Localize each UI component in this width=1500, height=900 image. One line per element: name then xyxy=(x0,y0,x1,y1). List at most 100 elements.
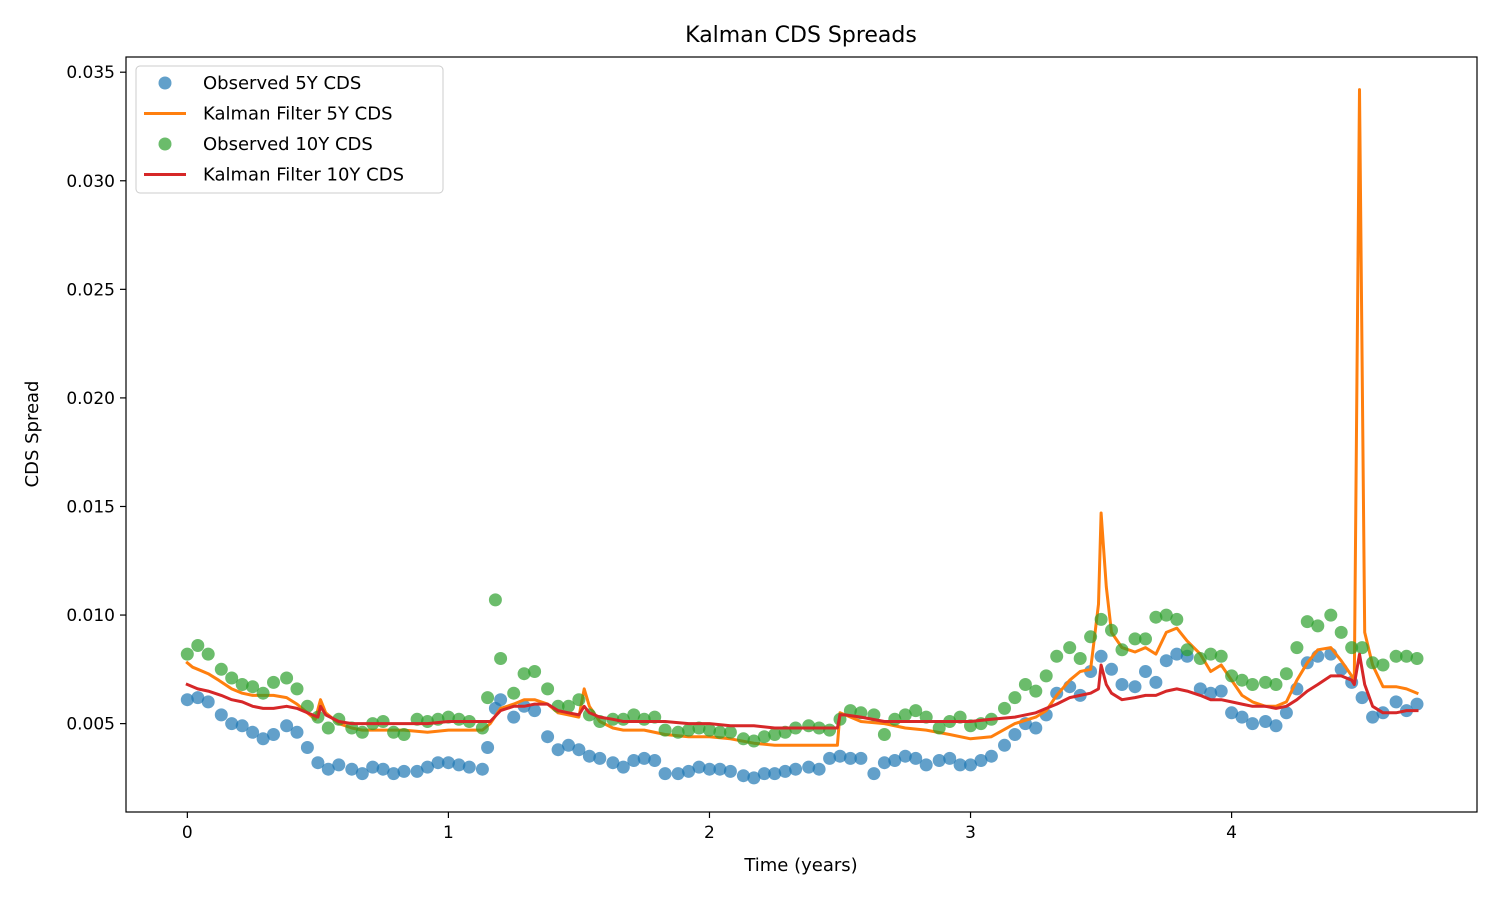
data-point-observed-5y-cds xyxy=(964,758,977,772)
data-point-observed-5y-cds xyxy=(833,749,847,763)
data-point-observed-5y-cds xyxy=(235,719,249,733)
data-point-observed-10y-cds xyxy=(1225,669,1239,683)
data-point-observed-5y-cds xyxy=(366,760,380,774)
data-point-observed-5y-cds xyxy=(541,730,555,744)
data-point-observed-5y-cds xyxy=(321,762,335,776)
data-point-observed-5y-cds xyxy=(214,708,228,722)
data-point-observed-10y-cds xyxy=(747,734,761,748)
x-tick-label: 4 xyxy=(1226,823,1237,843)
data-point-observed-5y-cds xyxy=(888,754,902,767)
data-point-observed-5y-cds xyxy=(812,762,826,776)
data-point-observed-10y-cds xyxy=(1170,612,1184,626)
data-point-observed-5y-cds xyxy=(1094,649,1108,663)
data-point-observed-5y-cds xyxy=(1084,665,1098,678)
data-point-observed-5y-cds xyxy=(713,762,727,776)
data-point-observed-5y-cds xyxy=(225,717,239,731)
data-point-observed-10y-cds xyxy=(713,725,727,739)
data-point-observed-5y-cds xyxy=(528,704,542,718)
data-point-observed-10y-cds xyxy=(225,671,239,685)
data-point-observed-10y-cds xyxy=(397,728,411,741)
data-point-observed-10y-cds xyxy=(1204,647,1218,661)
data-point-observed-10y-cds xyxy=(1345,641,1359,655)
data-point-observed-10y-cds xyxy=(671,725,685,739)
data-point-observed-10y-cds xyxy=(1115,643,1129,657)
data-point-observed-5y-cds xyxy=(802,760,816,774)
data-point-observed-10y-cds xyxy=(572,693,586,707)
data-point-observed-5y-cds xyxy=(703,762,716,776)
data-point-observed-5y-cds xyxy=(736,769,750,783)
data-point-observed-5y-cds xyxy=(1170,647,1184,661)
y-tick-label: 0.015 xyxy=(66,497,115,517)
data-point-observed-5y-cds xyxy=(593,751,607,765)
data-point-observed-10y-cds xyxy=(1269,678,1283,691)
data-point-observed-10y-cds xyxy=(1084,630,1098,644)
data-point-observed-5y-cds xyxy=(1159,654,1173,668)
data-point-observed-5y-cds xyxy=(507,710,521,724)
data-point-observed-5y-cds xyxy=(1225,706,1239,720)
data-point-observed-10y-cds xyxy=(528,665,542,678)
data-point-observed-5y-cds xyxy=(1149,675,1163,689)
data-point-observed-5y-cds xyxy=(984,749,998,763)
data-point-observed-10y-cds xyxy=(1389,649,1403,663)
data-point-observed-10y-cds xyxy=(1193,652,1207,665)
data-point-observed-5y-cds xyxy=(267,728,280,741)
data-point-observed-10y-cds xyxy=(256,686,270,700)
data-point-observed-10y-cds xyxy=(1180,643,1194,657)
data-point-observed-10y-cds xyxy=(562,699,575,713)
data-point-observed-10y-cds xyxy=(488,593,502,607)
data-point-observed-10y-cds xyxy=(768,728,782,741)
data-point-observed-5y-cds xyxy=(311,756,325,770)
y-tick-label: 0.020 xyxy=(66,389,115,409)
data-point-observed-10y-cds xyxy=(355,725,369,739)
data-point-observed-10y-cds xyxy=(877,728,891,741)
data-point-observed-10y-cds xyxy=(1039,669,1053,683)
data-point-observed-5y-cds xyxy=(919,758,933,772)
data-point-observed-10y-cds xyxy=(1050,649,1064,663)
data-point-observed-5y-cds xyxy=(877,756,891,770)
data-point-observed-5y-cds xyxy=(345,762,359,776)
data-point-observed-5y-cds xyxy=(843,751,857,765)
y-tick-label: 0.025 xyxy=(66,280,115,300)
data-point-observed-10y-cds xyxy=(235,678,249,691)
data-point-observed-5y-cds xyxy=(998,738,1011,752)
data-point-observed-10y-cds xyxy=(507,686,521,700)
data-point-observed-10y-cds xyxy=(1105,623,1118,637)
data-point-observed-10y-cds xyxy=(1300,615,1314,629)
data-point-observed-5y-cds xyxy=(1410,697,1424,711)
data-point-observed-5y-cds xyxy=(475,762,489,776)
legend-label: Kalman Filter 5Y CDS xyxy=(203,104,393,125)
data-point-observed-10y-cds xyxy=(723,725,737,739)
legend-label: Observed 10Y CDS xyxy=(203,134,373,155)
data-point-observed-5y-cds xyxy=(410,764,424,778)
data-point-observed-10y-cds xyxy=(475,721,489,735)
axis-ticks: 0 1 2 3 4 0.005 0.010 0.015 0.020 0.025 0.030 0.035 xyxy=(66,63,1237,843)
y-axis-label: CDS Spread xyxy=(22,381,43,488)
data-point-observed-5y-cds xyxy=(1389,695,1403,709)
data-point-observed-10y-cds xyxy=(517,667,531,681)
y-tick-label: 0.030 xyxy=(66,172,115,192)
data-point-observed-5y-cds xyxy=(637,751,651,765)
data-point-observed-5y-cds xyxy=(932,754,946,767)
x-tick-label: 2 xyxy=(704,823,715,843)
data-point-observed-10y-cds xyxy=(627,708,641,722)
data-point-observed-5y-cds xyxy=(867,767,881,781)
data-point-observed-10y-cds xyxy=(494,652,508,665)
data-point-observed-5y-cds xyxy=(682,764,696,778)
data-point-observed-5y-cds xyxy=(494,693,508,707)
data-point-observed-5y-cds xyxy=(191,691,205,705)
data-point-observed-10y-cds xyxy=(1259,675,1272,689)
data-point-observed-5y-cds xyxy=(854,751,868,765)
data-point-observed-5y-cds xyxy=(692,760,706,774)
data-point-observed-5y-cds xyxy=(789,762,803,776)
data-point-observed-5y-cds xyxy=(953,758,967,772)
data-point-observed-5y-cds xyxy=(1269,719,1283,733)
data-point-observed-5y-cds xyxy=(355,767,369,781)
data-point-observed-5y-cds xyxy=(1259,715,1272,728)
data-point-observed-5y-cds xyxy=(1204,686,1218,700)
data-point-observed-10y-cds xyxy=(387,725,401,739)
data-point-observed-5y-cds xyxy=(421,760,434,774)
data-point-observed-10y-cds xyxy=(214,662,228,676)
data-point-observed-10y-cds xyxy=(201,647,215,661)
data-point-observed-5y-cds xyxy=(481,741,495,754)
x-tick-label: 0 xyxy=(182,823,193,843)
